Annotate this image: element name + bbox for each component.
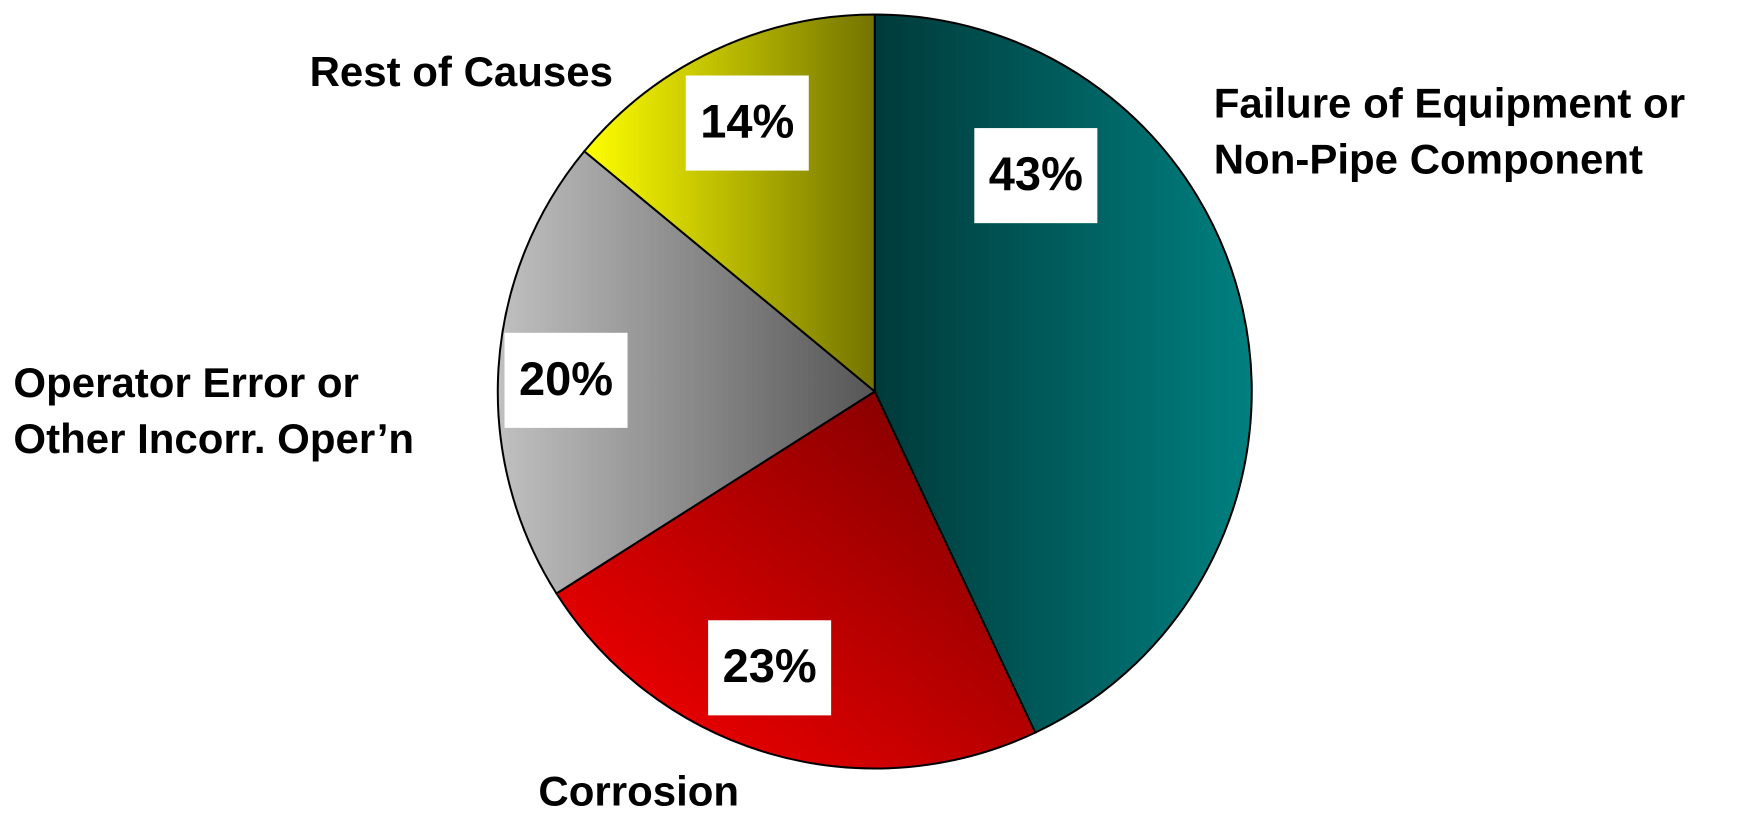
value-label: 43%: [989, 147, 1083, 200]
pie-slice: [496, 149, 877, 595]
category-label: Rest of Causes: [310, 48, 613, 95]
value-label-box: [685, 75, 809, 171]
value-label: 20%: [519, 352, 613, 405]
pie-slice: [873, 13, 1253, 734]
pie-slice: [555, 390, 1037, 770]
value-label-box: [708, 620, 832, 716]
category-label: Other Incorr. Oper’n: [13, 415, 414, 462]
value-label: 14%: [700, 94, 794, 147]
value-label: 23%: [723, 639, 817, 692]
value-label-box: [974, 128, 1098, 224]
category-label: Failure of Equipment or: [1214, 79, 1685, 126]
category-label: Non-Pipe Component: [1214, 135, 1643, 182]
category-label: Corrosion: [538, 767, 739, 814]
category-label: Operator Error or: [13, 359, 358, 406]
value-label-box: [504, 332, 628, 428]
